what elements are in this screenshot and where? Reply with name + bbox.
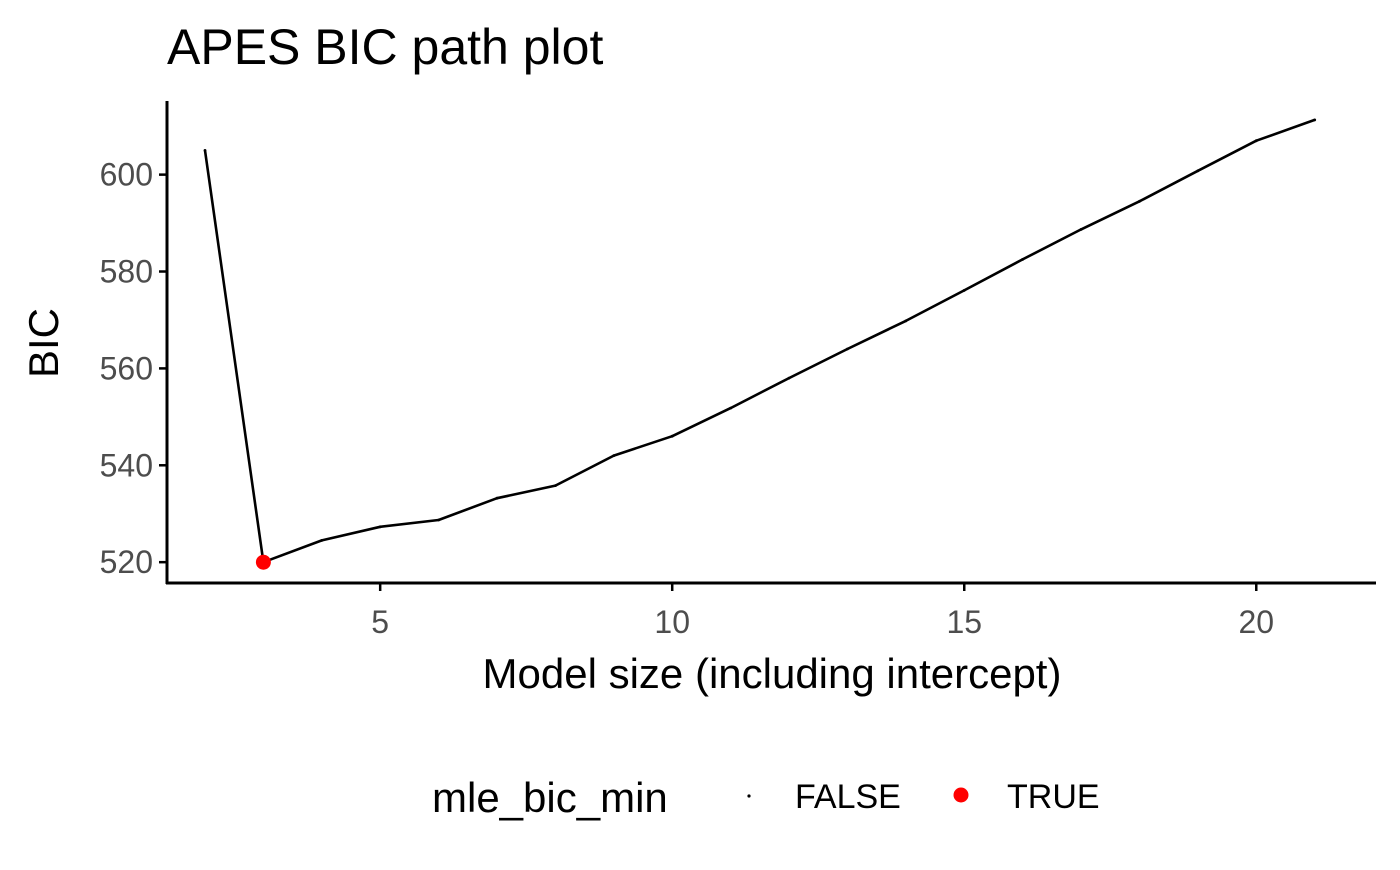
data-point-16: [1021, 258, 1024, 261]
legend: mle_bic_min FALSE TRUE: [432, 774, 1100, 821]
legend-marker-true: [953, 787, 969, 803]
data-point-19: [1196, 169, 1200, 173]
data-point-21: [1313, 118, 1317, 122]
data-point-6: [437, 518, 440, 522]
y-tick-label-560: 560: [100, 350, 153, 386]
x-axis-title: Model size (including intercept): [483, 650, 1062, 697]
data-point-14: [904, 319, 908, 323]
plot-area: 520 540 560 580 600 5 10 15 20: [100, 101, 1376, 640]
legend-marker-false: [747, 794, 751, 798]
data-point-2: [203, 149, 207, 152]
data-point-17: [1079, 228, 1083, 231]
data-point-4: [320, 539, 324, 542]
data-point-11: [729, 406, 732, 410]
y-tick-label-520: 520: [100, 544, 153, 580]
legend-label-true: TRUE: [1007, 778, 1100, 816]
data-point-8: [554, 484, 557, 487]
data-point-5: [378, 525, 382, 529]
data-point-18: [1138, 199, 1141, 203]
data-point-9: [612, 454, 616, 457]
x-tick-label-10: 10: [654, 604, 690, 640]
x-tick-label-20: 20: [1238, 604, 1274, 640]
legend-label-false: FALSE: [795, 778, 901, 816]
y-axis-title: BIC: [20, 308, 67, 378]
min-bic-point: [255, 554, 271, 570]
y-tick-label-600: 600: [100, 157, 153, 193]
legend-title: mle_bic_min: [432, 774, 668, 821]
data-point-13: [846, 347, 849, 351]
y-tick-label-540: 540: [100, 447, 153, 483]
data-point-20: [1254, 139, 1258, 143]
bic-path-line: [203, 118, 1316, 564]
data-point-12: [787, 376, 791, 380]
data-point-10: [670, 434, 674, 438]
chart-title: APES BIC path plot: [167, 19, 603, 75]
data-point-15: [962, 289, 966, 292]
data-point-7: [495, 496, 499, 500]
x-tick-label-15: 15: [946, 604, 982, 640]
x-tick-label-5: 5: [371, 604, 389, 640]
y-tick-label-580: 580: [100, 254, 153, 290]
